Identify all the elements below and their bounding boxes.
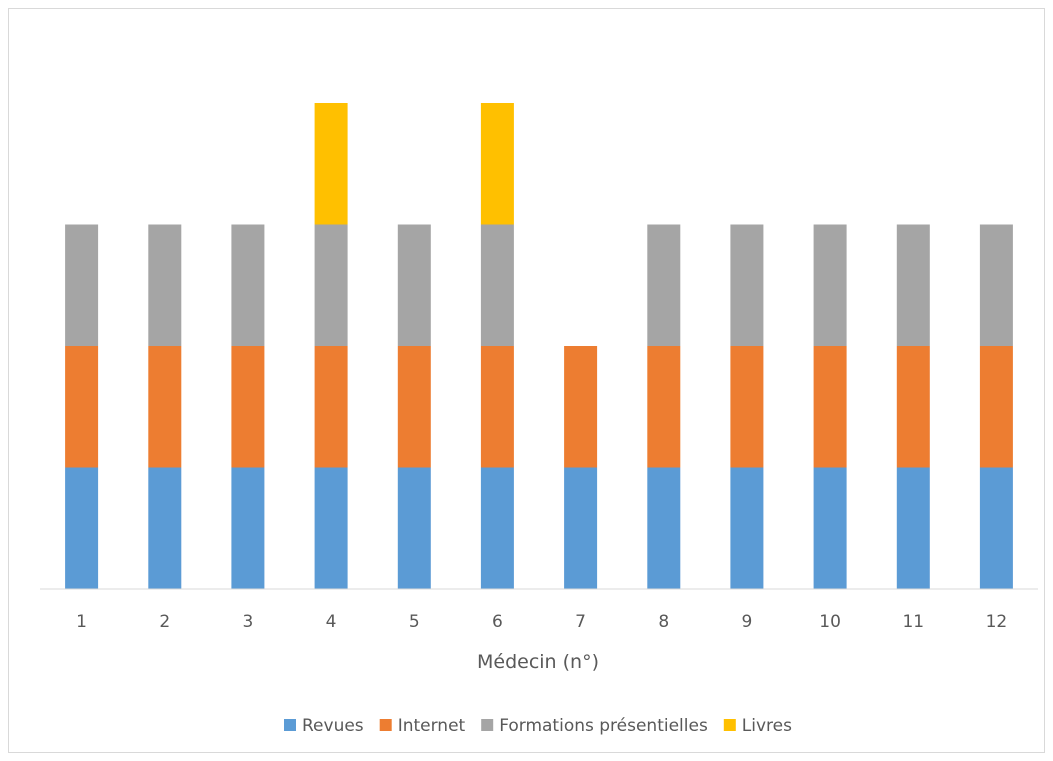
bar-segment-11-series-1 <box>896 467 930 589</box>
legend-item-4: Livres <box>723 716 792 736</box>
bar-segment-7-series-2 <box>564 346 598 468</box>
bar-segment-12-series-3 <box>979 224 1013 346</box>
legend-swatch <box>723 719 736 731</box>
bar-segment-3-series-2 <box>231 346 265 468</box>
bar-segment-4-series-3 <box>314 224 348 346</box>
legend-label: Internet <box>398 716 466 736</box>
bar-segment-6-series-2 <box>480 346 514 468</box>
bar-segment-12-series-1 <box>979 467 1013 589</box>
bar-segment-12-series-2 <box>979 346 1013 468</box>
bar-segment-7-series-1 <box>564 467 598 589</box>
legend-label: Formations présentielles <box>499 716 708 736</box>
bar-segment-10-series-1 <box>813 467 847 589</box>
legend-swatch <box>284 719 296 731</box>
bar-segment-2-series-2 <box>148 346 182 468</box>
bar-segment-1-series-1 <box>65 467 99 589</box>
legend-swatch <box>379 719 392 731</box>
bar-segment-8-series-3 <box>647 224 681 346</box>
x-tick-label-11: 11 <box>902 612 924 632</box>
bar-segment-6-series-3 <box>480 224 514 346</box>
x-tick-label-6: 6 <box>492 612 503 632</box>
bar-segment-4-series-2 <box>314 346 348 468</box>
legend: Revues Internet Formations présentielles Li… <box>284 716 792 736</box>
legend-item-2: Internet <box>379 716 466 736</box>
x-tick-label-3: 3 <box>242 612 253 632</box>
x-tick-label-12: 12 <box>986 612 1008 632</box>
legend-swatch <box>481 719 494 731</box>
bar-segment-2-series-1 <box>148 467 182 589</box>
legend-item-3: Formations présentielles <box>481 716 708 736</box>
x-tick-label-2: 2 <box>159 612 170 632</box>
x-tick-labels: 1 2 3 4 5 6 7 8 9 10 11 12 <box>76 612 1007 632</box>
bar-segment-6-series-4 <box>480 103 514 225</box>
x-tick-label-10: 10 <box>819 612 841 632</box>
bar-segment-10-series-3 <box>813 224 847 346</box>
bar-segment-2-series-3 <box>148 224 182 346</box>
bar-segment-8-series-2 <box>647 346 681 468</box>
bar-segment-3-series-3 <box>231 224 265 346</box>
x-axis-title: Médecin (n°) <box>477 651 599 673</box>
legend-label: Livres <box>742 716 792 736</box>
bar-segment-11-series-2 <box>896 346 930 468</box>
x-tick-label-5: 5 <box>409 612 420 632</box>
bar-segment-11-series-3 <box>896 224 930 346</box>
bar-segment-5-series-2 <box>397 346 431 468</box>
bar-segment-4-series-1 <box>314 467 348 589</box>
bar-segment-10-series-2 <box>813 346 847 468</box>
bar-segment-3-series-1 <box>231 467 265 589</box>
bar-segment-8-series-1 <box>647 467 681 589</box>
legend-item-1: Revues <box>284 716 364 736</box>
bar-segment-9-series-1 <box>730 467 764 589</box>
bar-segment-9-series-2 <box>730 346 764 468</box>
bar-segment-6-series-1 <box>480 467 514 589</box>
x-tick-label-1: 1 <box>76 612 87 632</box>
bars-layer <box>65 103 1013 589</box>
legend-label: Revues <box>302 716 364 736</box>
bar-segment-5-series-3 <box>397 224 431 346</box>
bar-segment-9-series-3 <box>730 224 764 346</box>
x-tick-label-9: 9 <box>741 612 752 632</box>
bar-segment-1-series-3 <box>65 224 99 346</box>
bar-segment-4-series-4 <box>314 103 348 225</box>
x-tick-label-7: 7 <box>575 612 586 632</box>
x-tick-label-4: 4 <box>326 612 337 632</box>
bar-segment-1-series-2 <box>65 346 99 468</box>
bar-segment-5-series-1 <box>397 467 431 589</box>
x-tick-label-8: 8 <box>658 612 669 632</box>
